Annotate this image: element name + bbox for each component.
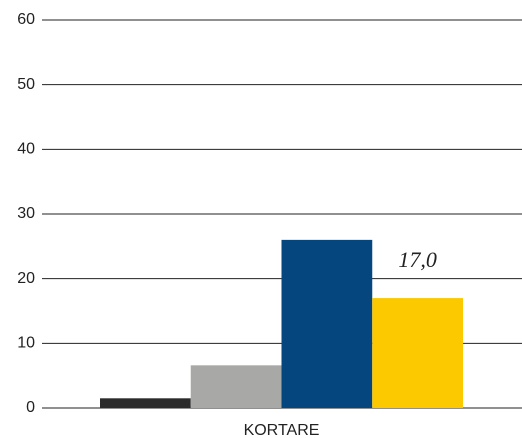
- y-tick-label: 10: [17, 335, 35, 352]
- value-label: 17,0: [398, 247, 437, 272]
- y-tick-label: 50: [17, 76, 35, 93]
- bar: [100, 398, 191, 408]
- x-tick-label: KORTARE: [244, 422, 320, 438]
- y-tick-label: 60: [17, 11, 35, 28]
- y-tick-label: 30: [17, 205, 35, 222]
- bar: [190, 365, 282, 408]
- bar: [372, 298, 463, 408]
- y-tick-label: 20: [17, 270, 35, 287]
- y-tick-label: 0: [26, 399, 35, 416]
- bar: [281, 239, 373, 408]
- y-tick-label: 40: [17, 141, 35, 158]
